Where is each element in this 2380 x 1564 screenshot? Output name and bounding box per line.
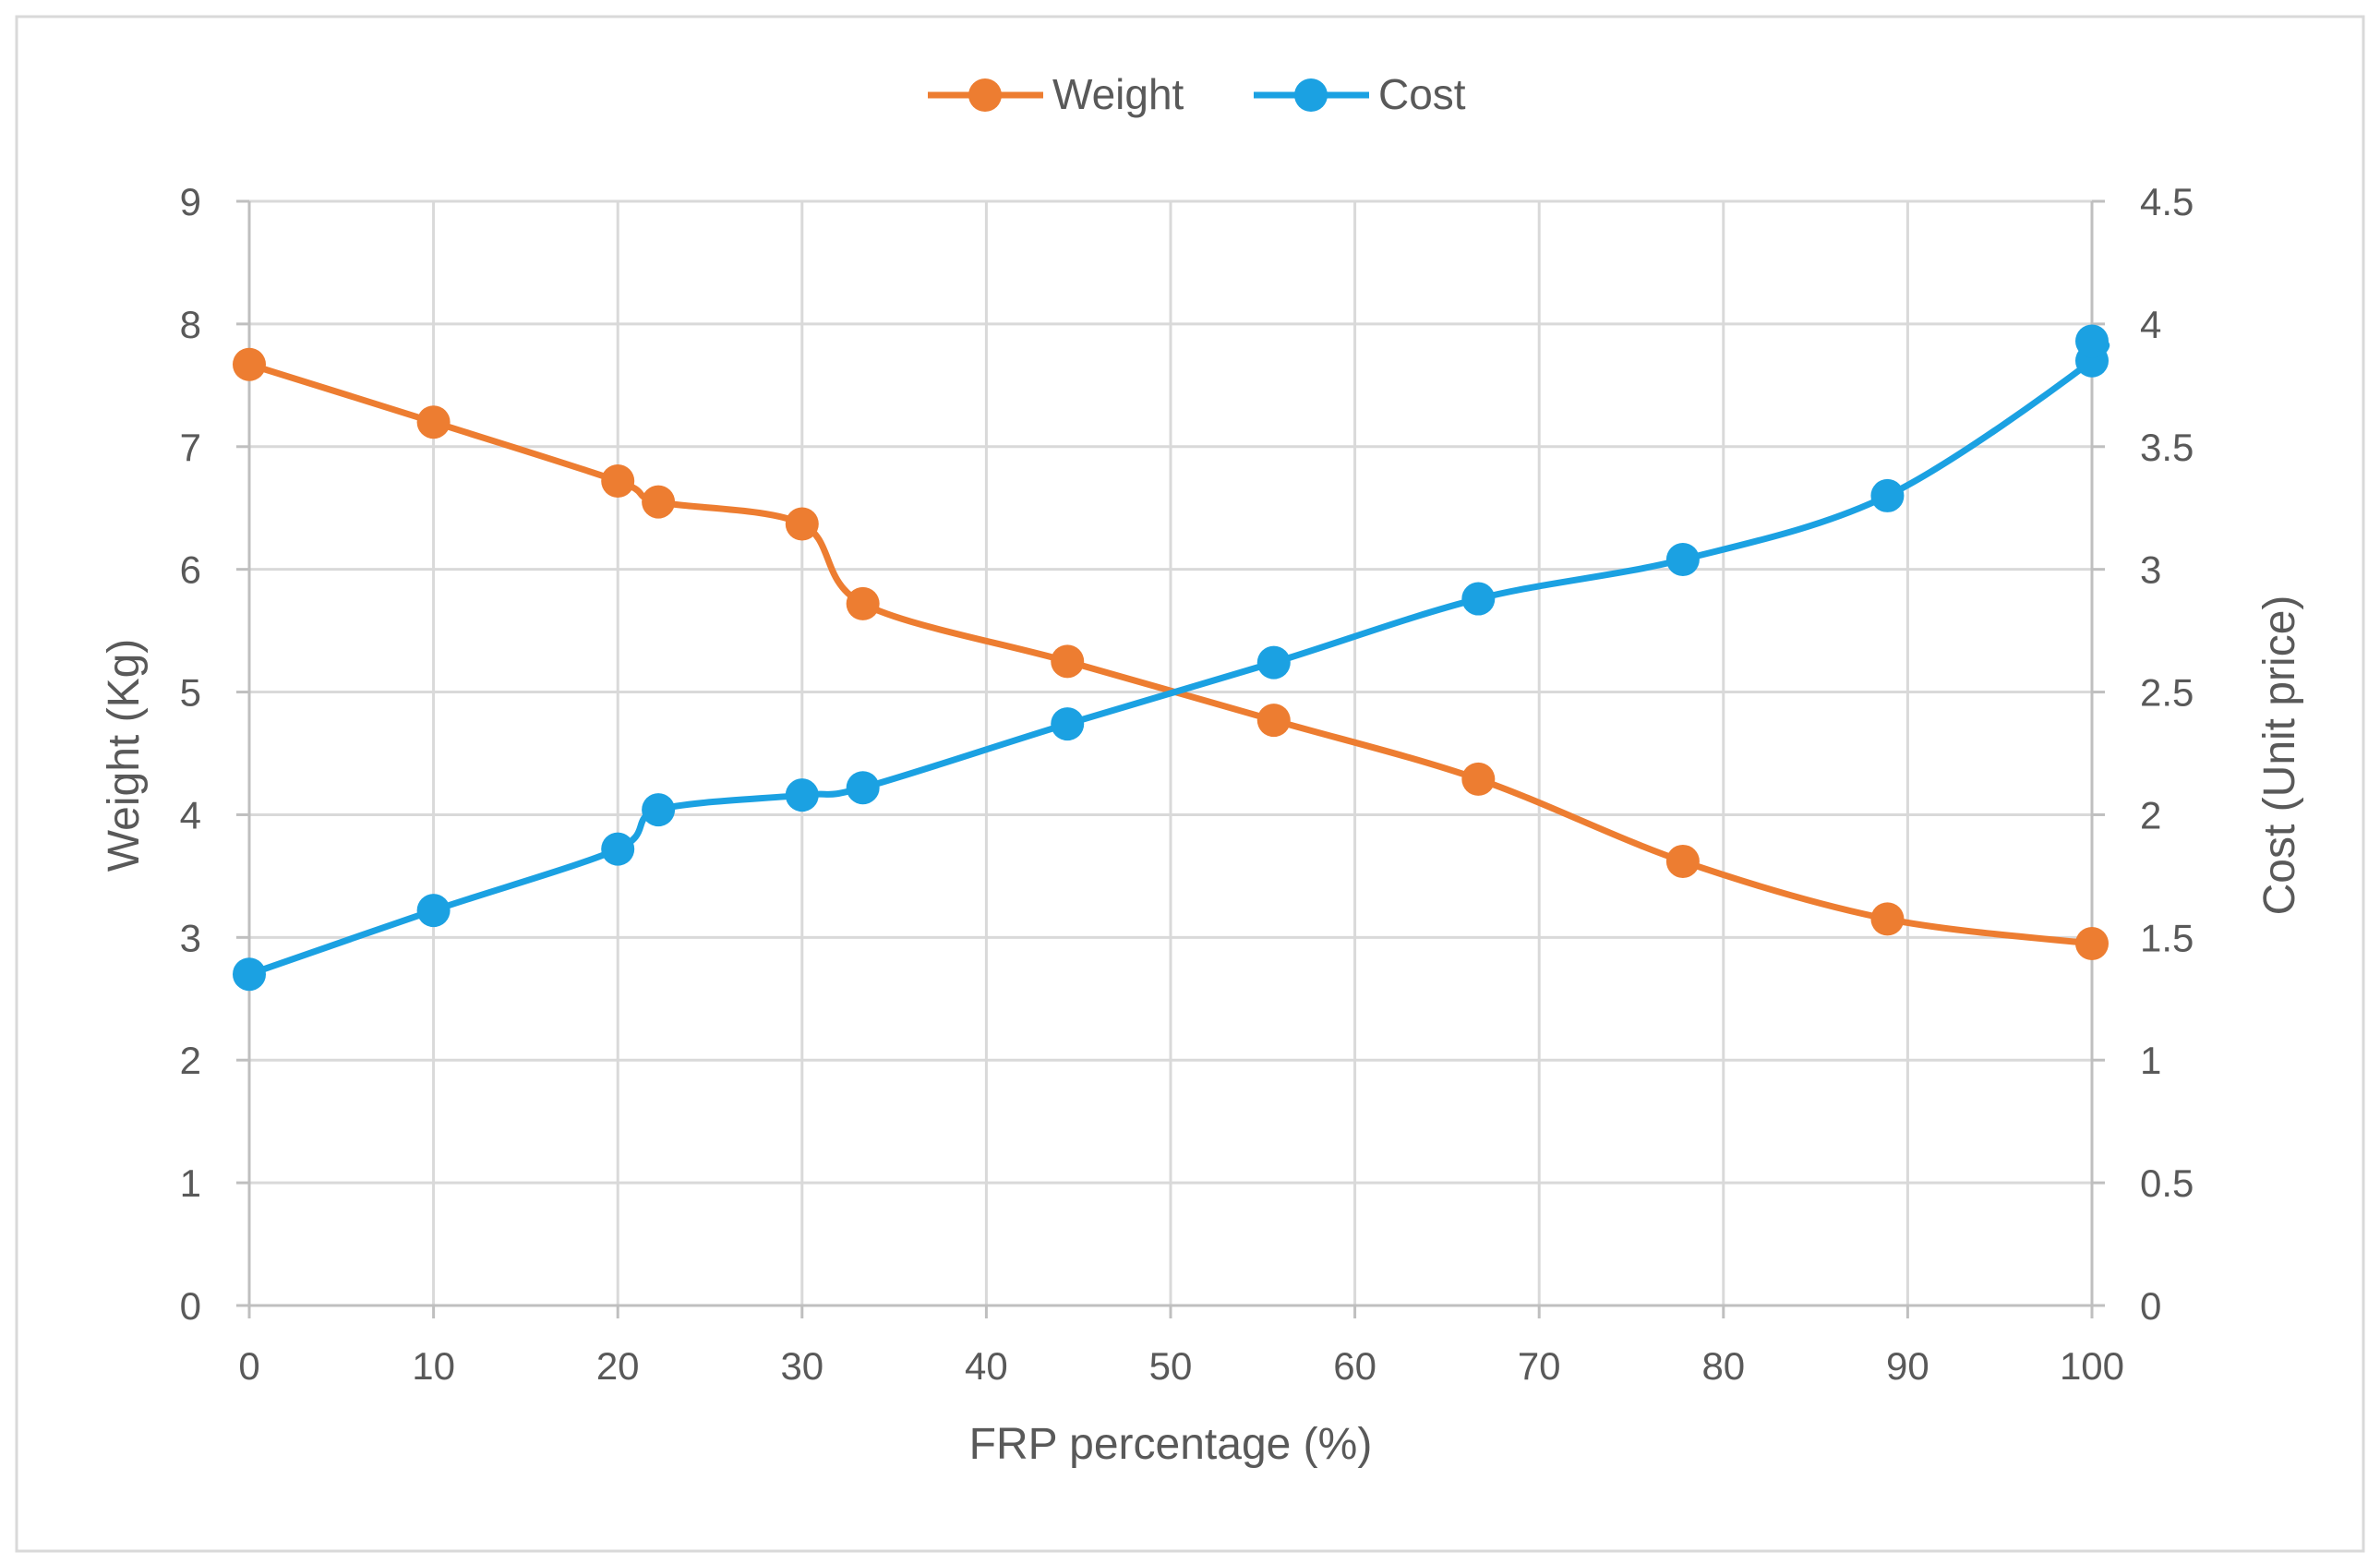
cost-data-point[interactable] bbox=[233, 957, 266, 992]
x-tick-label: 100 bbox=[2060, 1344, 2124, 1388]
y-right-tick-label: 3.5 bbox=[2140, 426, 2194, 469]
x-tick-label: 40 bbox=[965, 1344, 1008, 1388]
y-left-tick-label: 3 bbox=[180, 916, 201, 959]
cost-data-point[interactable] bbox=[846, 771, 880, 805]
cost-data-point[interactable] bbox=[416, 894, 451, 928]
y-left-axis-title: Weight (Kg) bbox=[100, 639, 149, 872]
y-right-axis-title: Cost (Unit price) bbox=[2255, 596, 2304, 916]
weight-data-point[interactable] bbox=[1051, 644, 1085, 679]
weight-data-point[interactable] bbox=[642, 485, 676, 519]
series-weight-line bbox=[246, 361, 2096, 947]
x-tick-label: 30 bbox=[780, 1344, 823, 1388]
weight-data-point[interactable] bbox=[1870, 902, 1905, 936]
y-left-tick-label: 8 bbox=[180, 303, 201, 346]
cost-data-point[interactable] bbox=[2075, 324, 2109, 358]
legend: Weight Cost bbox=[928, 70, 1466, 118]
legend-weight-marker bbox=[968, 78, 1002, 112]
y-right-tick-label: 0.5 bbox=[2140, 1161, 2194, 1205]
weight-data-point[interactable] bbox=[846, 586, 880, 620]
legend-cost-label: Cost bbox=[1378, 70, 1466, 118]
x-tick-label: 90 bbox=[1886, 1344, 1929, 1388]
cost-data-point[interactable] bbox=[642, 793, 676, 827]
y-right-tick-label: 2 bbox=[2140, 793, 2161, 836]
legend-item-weight[interactable]: Weight bbox=[928, 70, 1184, 118]
y-right-tick-label: 1 bbox=[2140, 1039, 2161, 1082]
y-right-tick-label: 1.5 bbox=[2140, 916, 2194, 959]
y-left-tick-label: 0 bbox=[180, 1284, 201, 1328]
y-right-tick-label: 4.5 bbox=[2140, 180, 2194, 223]
cost-data-point[interactable] bbox=[1870, 478, 1905, 512]
weight-data-point[interactable] bbox=[1665, 844, 1700, 878]
y-right-tick-label: 3 bbox=[2140, 548, 2161, 592]
legend-item-cost[interactable]: Cost bbox=[1254, 70, 1466, 118]
y-left-tick-label: 4 bbox=[180, 793, 201, 836]
cost-data-point[interactable] bbox=[1051, 707, 1085, 741]
cost-data-point[interactable] bbox=[785, 778, 819, 812]
weight-data-point[interactable] bbox=[2075, 926, 2109, 960]
cost-data-point[interactable] bbox=[1665, 543, 1700, 577]
series-weight bbox=[233, 347, 2109, 960]
cost-data-point[interactable] bbox=[1461, 582, 1496, 616]
y-left-tick-label: 1 bbox=[180, 1161, 201, 1205]
weight-data-point[interactable] bbox=[601, 463, 635, 498]
y-left-tick-label: 9 bbox=[180, 180, 201, 223]
legend-cost-marker bbox=[1294, 78, 1328, 112]
weight-data-point[interactable] bbox=[233, 347, 266, 381]
x-tick-label: 10 bbox=[412, 1344, 455, 1388]
series-layer bbox=[233, 324, 2110, 992]
y-left-tick-label: 6 bbox=[180, 548, 201, 592]
x-tick-label: 0 bbox=[238, 1344, 259, 1388]
y-right-tick-label: 0 bbox=[2140, 1284, 2161, 1328]
x-tick-label: 50 bbox=[1149, 1344, 1193, 1388]
y-left-tick-label: 7 bbox=[180, 426, 201, 469]
weight-data-point[interactable] bbox=[416, 405, 451, 439]
axes: 0 01 0.52 13 1.54 25 2.56 37 3.58 49 4.50 10 20 30 40 5… bbox=[180, 180, 2194, 1388]
y-left-tick-label: 5 bbox=[180, 671, 201, 715]
x-tick-label: 60 bbox=[1333, 1344, 1376, 1388]
cost-data-point[interactable] bbox=[1256, 645, 1291, 680]
y-right-tick-label: 2.5 bbox=[2140, 671, 2194, 715]
x-axis-title: FRP percentage (%) bbox=[969, 1420, 1373, 1469]
chart-border bbox=[15, 15, 2365, 1553]
y-left-tick-label: 2 bbox=[180, 1039, 201, 1082]
legend-weight-label: Weight bbox=[1052, 70, 1184, 118]
weight-data-point[interactable] bbox=[785, 507, 819, 541]
weight-data-point[interactable] bbox=[1461, 762, 1496, 796]
x-tick-label: 20 bbox=[596, 1344, 640, 1388]
series-cost bbox=[233, 324, 2110, 992]
cost-data-point[interactable] bbox=[601, 832, 635, 866]
weight-data-point[interactable] bbox=[1256, 704, 1291, 738]
x-tick-label: 70 bbox=[1518, 1344, 1561, 1388]
x-tick-label: 80 bbox=[1701, 1344, 1745, 1388]
y-right-tick-label: 4 bbox=[2140, 303, 2161, 346]
